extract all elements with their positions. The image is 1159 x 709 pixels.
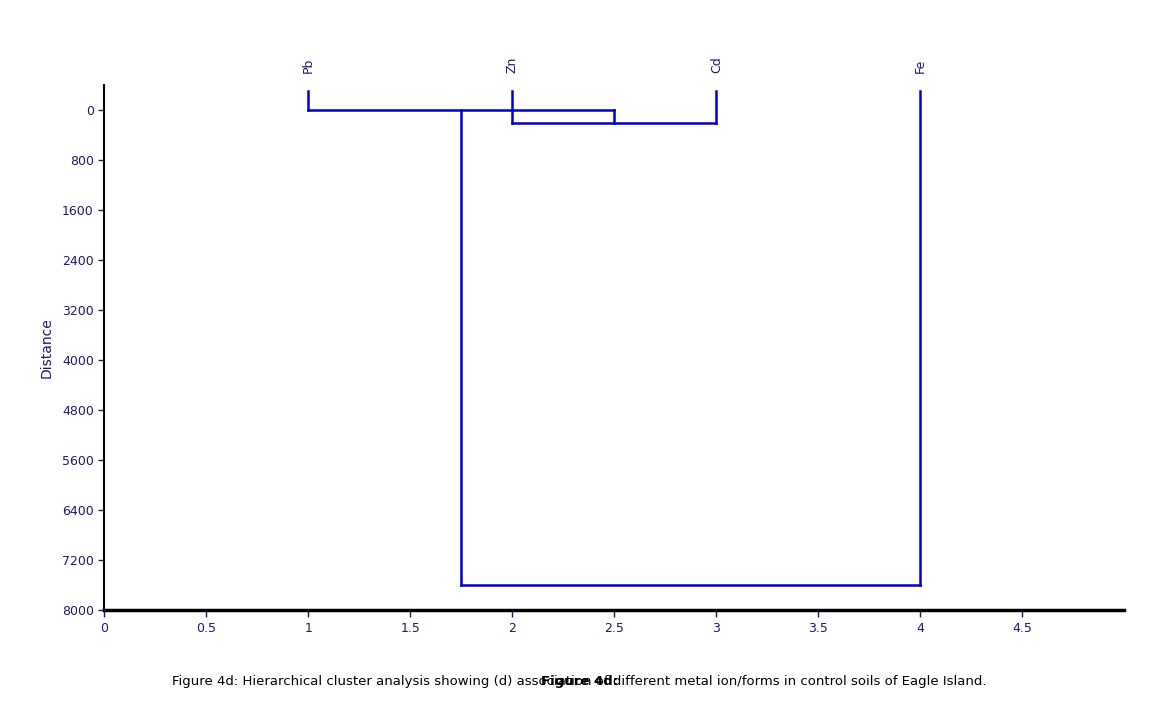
Y-axis label: Distance: Distance bbox=[39, 317, 53, 378]
Text: Figure 4d: Hierarchical cluster analysis showing (d) association of different me: Figure 4d: Hierarchical cluster analysis… bbox=[173, 675, 986, 688]
Text: Zn: Zn bbox=[505, 56, 519, 72]
Text: Fe: Fe bbox=[913, 58, 927, 72]
Text: Pb: Pb bbox=[301, 57, 315, 72]
Text: Figure 4d:: Figure 4d: bbox=[541, 675, 618, 688]
Text: Cd: Cd bbox=[709, 56, 723, 72]
